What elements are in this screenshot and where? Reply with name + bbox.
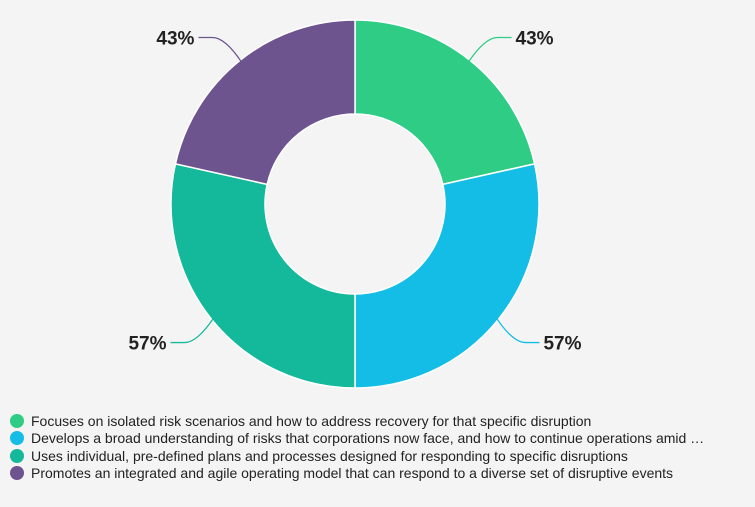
donut-slice-4[interactable] <box>174 19 356 186</box>
data-label-3: 57% <box>128 334 166 355</box>
donut-slice-3[interactable] <box>170 162 356 389</box>
legend-label: Uses individual, pre-defined plans and p… <box>31 447 628 464</box>
leader-line-4 <box>198 36 243 64</box>
donut-slice-2[interactable] <box>354 162 540 389</box>
legend-label: Promotes an integrated and agile operati… <box>31 465 674 482</box>
legend-swatch-icon <box>10 431 24 446</box>
leader-line-2 <box>494 316 540 344</box>
legend-swatch-icon <box>10 466 24 481</box>
legend: Focuses on isolated risk scenarios and h… <box>10 412 750 482</box>
leader-line-3 <box>170 316 216 344</box>
data-label-4: 43% <box>156 29 194 50</box>
legend-label: Focuses on isolated risk scenarios and h… <box>31 412 592 429</box>
donut-slice-1[interactable] <box>354 19 536 186</box>
donut-chart: 43% 57% 57% 43% <box>128 19 582 389</box>
legend-item-2[interactable]: Develops a broad understanding of risks … <box>10 430 750 448</box>
legend-item-4[interactable]: Promotes an integrated and agile operati… <box>10 465 750 483</box>
legend-item-1[interactable]: Focuses on isolated risk scenarios and h… <box>10 412 750 430</box>
legend-item-3[interactable]: Uses individual, pre-defined plans and p… <box>10 447 750 465</box>
data-label-1: 43% <box>516 29 554 50</box>
data-label-2: 57% <box>543 334 581 355</box>
leader-line-1 <box>467 36 512 64</box>
legend-swatch-icon <box>10 448 24 463</box>
legend-label: Develops a broad understanding of risks … <box>31 430 705 447</box>
legend-swatch-icon <box>10 413 24 428</box>
